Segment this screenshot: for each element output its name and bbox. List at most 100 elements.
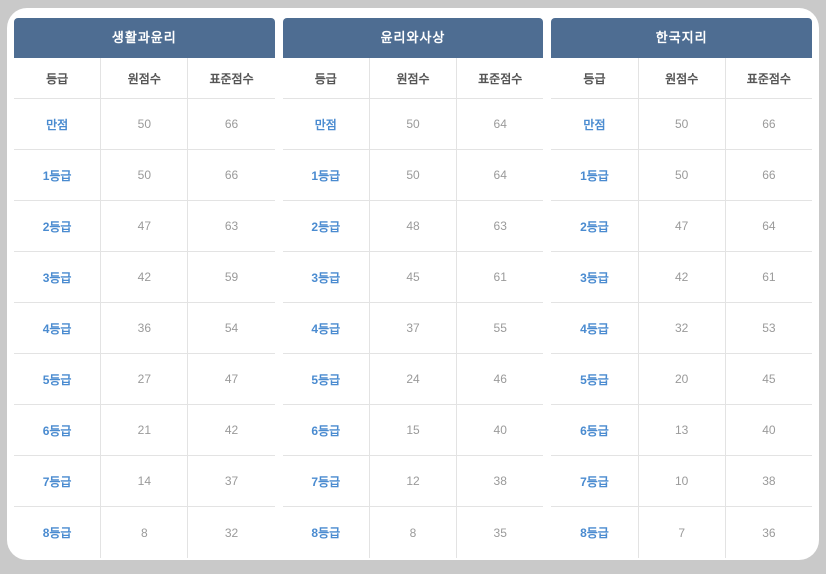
std-score-cell: 38 <box>493 474 507 488</box>
table-row: 1등급 50 66 <box>551 150 813 201</box>
std-score-cell: 45 <box>762 372 776 386</box>
grade-link[interactable]: 8등급 <box>14 507 102 558</box>
table-row: 6등급 13 40 <box>551 405 813 456</box>
raw-score-cell: 50 <box>370 99 458 149</box>
grade-link[interactable]: 6등급 <box>14 405 102 455</box>
grade-link[interactable]: 5등급 <box>551 354 639 404</box>
grade-link[interactable]: 5등급 <box>283 354 370 404</box>
grade-link[interactable]: 4등급 <box>14 303 102 353</box>
table-title: 윤리와사상 <box>282 18 544 58</box>
grade-link[interactable]: 7등급 <box>14 456 102 506</box>
std-score-cell: 46 <box>493 372 507 386</box>
raw-score-cell: 47 <box>101 201 189 251</box>
std-score-cell: 61 <box>493 270 507 284</box>
table-row: 만점 50 64 <box>282 99 544 150</box>
raw-score-cell: 13 <box>639 405 726 455</box>
table-row: 3등급 42 61 <box>551 252 813 303</box>
grade-link[interactable]: 만점 <box>283 99 370 149</box>
column-header-std-score: 표준점수 <box>746 71 791 86</box>
grade-link[interactable]: 2등급 <box>551 201 639 251</box>
table-body: 만점 50 66 1등급 50 66 2등급 47 63 3등급 42 59 4등급 36 54 5등급 27 4… <box>14 99 275 558</box>
grade-link[interactable]: 1등급 <box>14 150 102 200</box>
grade-link[interactable]: 1등급 <box>283 150 370 200</box>
std-score-cell: 59 <box>224 270 239 284</box>
table-row: 8등급 7 36 <box>551 507 812 558</box>
raw-score-cell: 50 <box>370 150 458 200</box>
table-row: 8등급 8 32 <box>14 507 275 558</box>
raw-score-cell: 15 <box>370 405 458 455</box>
table-korean-geography: 한국지리 등급 원점수 표준점수 만점 50 66 1등급 50 66 2등급 47 64 3등급… <box>551 18 813 558</box>
raw-score-cell: 24 <box>370 354 458 404</box>
raw-score-cell: 36 <box>101 303 189 353</box>
grade-link[interactable]: 6등급 <box>551 405 639 455</box>
raw-score-cell: 8 <box>101 507 189 558</box>
raw-score-cell: 42 <box>639 252 726 302</box>
grade-link[interactable]: 3등급 <box>283 252 370 302</box>
grade-link[interactable]: 8등급 <box>283 507 370 558</box>
table-row: 7등급 10 38 <box>551 456 813 507</box>
table-row: 3등급 42 59 <box>14 252 275 303</box>
raw-score-cell: 14 <box>101 456 189 506</box>
raw-score-cell: 32 <box>639 303 726 353</box>
column-header-std-score: 표준점수 <box>209 71 254 86</box>
table-row: 3등급 45 61 <box>282 252 544 303</box>
table-row: 1등급 50 64 <box>282 150 544 201</box>
grade-link[interactable]: 1등급 <box>551 150 639 200</box>
grade-link[interactable]: 4등급 <box>551 303 639 353</box>
grade-link[interactable]: 7등급 <box>551 456 639 506</box>
table-row: 만점 50 66 <box>551 99 813 150</box>
column-header-std-score: 표준점수 <box>478 71 523 86</box>
raw-score-cell: 45 <box>370 252 458 302</box>
std-score-cell: 40 <box>493 423 507 437</box>
grade-link[interactable]: 8등급 <box>551 507 639 558</box>
raw-score-cell: 50 <box>639 99 726 149</box>
std-score-cell: 38 <box>762 474 776 488</box>
raw-score-cell: 47 <box>639 201 726 251</box>
std-score-cell: 55 <box>493 321 507 335</box>
grade-link[interactable]: 3등급 <box>14 252 102 302</box>
grade-link[interactable]: 2등급 <box>14 201 102 251</box>
table-row: 5등급 27 47 <box>14 354 275 405</box>
table-row: 2등급 47 63 <box>14 201 275 252</box>
table-title: 생활과윤리 <box>14 18 275 58</box>
grade-link[interactable]: 6등급 <box>283 405 370 455</box>
grade-link[interactable]: 4등급 <box>283 303 370 353</box>
grade-link[interactable]: 5등급 <box>14 354 102 404</box>
column-header-raw-score: 원점수 <box>370 58 458 98</box>
raw-score-cell: 21 <box>101 405 189 455</box>
raw-score-cell: 7 <box>639 507 726 558</box>
raw-score-cell: 48 <box>370 201 458 251</box>
grade-link[interactable]: 만점 <box>14 99 102 149</box>
table-row: 5등급 20 45 <box>551 354 813 405</box>
std-score-cell: 64 <box>493 168 507 182</box>
grade-link[interactable]: 7등급 <box>283 456 370 506</box>
std-score-cell: 53 <box>762 321 776 335</box>
grade-link[interactable]: 2등급 <box>283 201 370 251</box>
column-header-grade: 등급 <box>551 58 639 98</box>
table-life-ethics: 생활과윤리 등급 원점수 표준점수 만점 50 66 1등급 50 66 2등급 47 63 3등… <box>14 18 275 558</box>
tables-panel: 생활과윤리 등급 원점수 표준점수 만점 50 66 1등급 50 66 2등급 47 63 3등… <box>7 8 819 560</box>
std-score-cell: 64 <box>493 117 507 131</box>
table-row: 만점 50 66 <box>14 99 275 150</box>
raw-score-cell: 8 <box>370 507 458 558</box>
std-score-cell: 42 <box>224 423 239 437</box>
grade-link[interactable]: 만점 <box>551 99 639 149</box>
column-header-raw-score: 원점수 <box>639 58 726 98</box>
column-header-grade: 등급 <box>283 58 370 98</box>
table-title: 한국지리 <box>551 18 813 58</box>
table-row: 6등급 21 42 <box>14 405 275 456</box>
table-row: 8등급 8 35 <box>283 507 544 558</box>
std-score-cell: 32 <box>224 525 239 540</box>
table-row: 6등급 15 40 <box>282 405 544 456</box>
std-score-cell: 66 <box>762 117 776 131</box>
table-row: 5등급 24 46 <box>282 354 544 405</box>
grade-link[interactable]: 3등급 <box>551 252 639 302</box>
table-body: 만점 50 66 1등급 50 66 2등급 47 64 3등급 42 61 4등급 32 53 5등급 20 4… <box>551 99 813 558</box>
column-header-raw-score: 원점수 <box>101 58 189 98</box>
raw-score-cell: 50 <box>101 150 189 200</box>
table-row: 4등급 32 53 <box>551 303 813 354</box>
table-row: 4등급 36 54 <box>14 303 275 354</box>
raw-score-cell: 50 <box>639 150 726 200</box>
std-score-cell: 66 <box>224 117 239 131</box>
